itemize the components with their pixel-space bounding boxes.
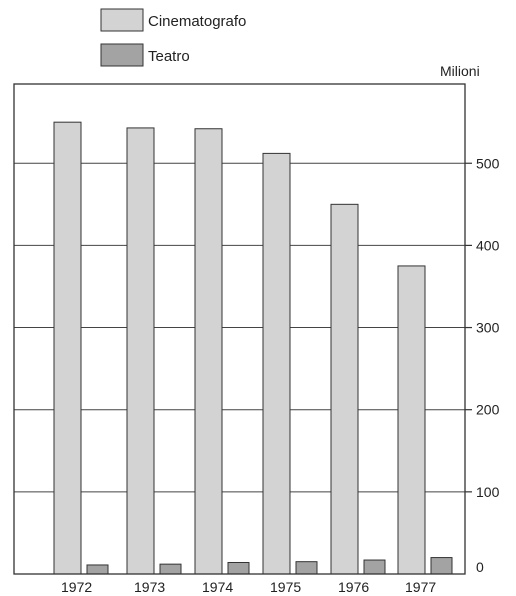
bar-teatro-1972	[86, 564, 109, 575]
y-tick-label-300: 300	[476, 320, 500, 336]
legend-swatch-teatro	[100, 43, 144, 67]
bar-teatro-1976	[363, 559, 386, 575]
y-tick-label-100: 100	[476, 484, 500, 500]
x-tick-label-1973: 1973	[134, 579, 165, 595]
bar-cinematografo-1977	[397, 265, 426, 575]
plot-frame	[13, 83, 466, 575]
x-axis-ticks: 1972 1973 1974 1975 1976 1977	[61, 579, 436, 595]
bar-cinematografo-1975	[262, 152, 291, 575]
x-tick-label-1977: 1977	[405, 579, 436, 595]
bar-teatro-1973	[159, 563, 182, 575]
gridlines	[14, 162, 465, 493]
bar-cinematografo-1973	[126, 127, 155, 575]
y-tick-label-0: 0	[476, 559, 484, 575]
x-tick-label-1976: 1976	[338, 579, 369, 595]
x-tick-label-1974: 1974	[202, 579, 233, 595]
bar-cinematografo-1974	[194, 128, 223, 575]
bar-teatro-1977	[430, 557, 453, 575]
bar-teatro-1975	[295, 561, 318, 575]
y-axis-label: Milioni	[440, 63, 480, 79]
bar-cinematografo-1976	[330, 203, 359, 575]
legend-swatch-cinematografo	[100, 8, 144, 32]
y-tick-label-400: 400	[476, 237, 500, 253]
y-axis-ticks: 0 100 200 300 400 500	[465, 155, 500, 575]
y-tick-label-500: 500	[476, 155, 500, 171]
legend: Cinematografo Teatro	[100, 8, 246, 67]
legend-label-cinematografo: Cinematografo	[148, 13, 246, 30]
x-tick-label-1972: 1972	[61, 579, 92, 595]
y-tick-label-200: 200	[476, 402, 500, 418]
bar-cinematografo-1972	[53, 121, 82, 575]
x-tick-label-1975: 1975	[270, 579, 301, 595]
legend-label-teatro: Teatro	[148, 48, 190, 65]
bar-teatro-1974	[227, 561, 250, 575]
bars	[53, 121, 453, 575]
